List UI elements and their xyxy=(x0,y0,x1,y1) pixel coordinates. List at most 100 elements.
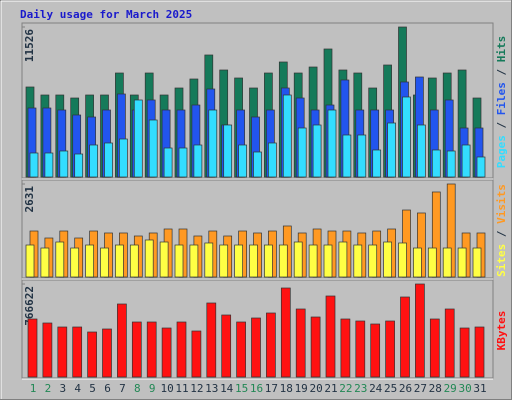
x-tick-label: 23 xyxy=(354,382,367,395)
bar xyxy=(131,321,142,378)
bar xyxy=(42,322,53,378)
bar xyxy=(312,124,322,178)
x-tick-label: 7 xyxy=(119,382,126,395)
bar xyxy=(444,308,455,378)
x-tick-label: 15 xyxy=(235,382,248,395)
bar xyxy=(427,247,437,278)
bar xyxy=(44,152,54,178)
bar xyxy=(104,142,113,178)
bar xyxy=(204,242,214,278)
bar xyxy=(459,327,470,378)
bar xyxy=(174,244,184,278)
legend-entry: Visits xyxy=(495,184,508,224)
bar xyxy=(189,244,199,278)
x-tick-label: 19 xyxy=(295,382,308,395)
x-tick-label: 29 xyxy=(444,382,457,395)
bar xyxy=(100,247,109,278)
bar xyxy=(191,330,202,378)
bar xyxy=(72,326,83,378)
bar xyxy=(55,241,65,278)
bar xyxy=(264,244,273,278)
bar xyxy=(278,244,288,278)
bar xyxy=(163,147,173,178)
bar xyxy=(223,124,233,178)
bar xyxy=(29,152,39,178)
bar xyxy=(59,150,69,178)
x-tick-label: 10 xyxy=(160,382,173,395)
bar xyxy=(310,316,321,378)
bar xyxy=(176,321,187,378)
legend-entry: Pages xyxy=(495,135,508,168)
bar xyxy=(74,153,84,178)
bar xyxy=(27,318,38,378)
y-tick-label: 2631 xyxy=(23,186,36,213)
bar xyxy=(268,142,277,178)
y-tick-label: 11526 xyxy=(23,29,36,62)
bar xyxy=(133,99,143,178)
bar xyxy=(70,247,80,278)
bar xyxy=(57,326,68,378)
bar xyxy=(129,244,139,278)
bar xyxy=(385,320,395,378)
bar xyxy=(159,241,169,278)
bar xyxy=(398,242,407,278)
bar xyxy=(383,241,392,278)
bar xyxy=(148,119,158,178)
bar xyxy=(193,144,203,178)
bar xyxy=(146,321,157,378)
legend: KBytes xyxy=(495,311,508,351)
x-tick-label: 6 xyxy=(104,382,111,395)
x-tick-label: 2 xyxy=(45,382,52,395)
bar xyxy=(219,244,229,278)
bar xyxy=(355,320,366,378)
x-tick-label: 21 xyxy=(324,382,337,395)
bar xyxy=(236,321,246,378)
bar xyxy=(357,134,367,178)
bar xyxy=(85,244,94,278)
bar xyxy=(251,317,261,378)
bar xyxy=(89,144,98,178)
legend-entry: Sites xyxy=(495,244,508,277)
bar xyxy=(446,150,456,178)
x-tick-label: 31 xyxy=(473,382,486,395)
bar xyxy=(402,96,411,178)
x-tick-label: 8 xyxy=(134,382,141,395)
legend-separator: / xyxy=(495,62,508,82)
bar xyxy=(238,144,247,178)
bar xyxy=(338,241,348,278)
x-tick-label: 5 xyxy=(89,382,96,395)
legend-entry: Hits xyxy=(495,36,508,63)
bar xyxy=(144,239,154,278)
x-tick-label: 27 xyxy=(414,382,427,395)
bar xyxy=(115,244,124,278)
bar xyxy=(40,247,50,278)
bar xyxy=(249,244,258,278)
bar xyxy=(325,295,336,378)
legend-separator: / xyxy=(495,115,508,135)
bar xyxy=(415,283,425,378)
x-tick-label: 20 xyxy=(309,382,322,395)
x-tick-label: 9 xyxy=(149,382,156,395)
x-tick-label: 26 xyxy=(399,382,412,395)
bar xyxy=(372,149,382,178)
bar xyxy=(87,331,97,378)
bar xyxy=(297,127,307,178)
bar xyxy=(400,296,410,378)
bar xyxy=(353,244,363,278)
bar xyxy=(308,244,318,278)
bar xyxy=(340,318,351,378)
legend: Sites / Visits xyxy=(495,184,508,277)
y-tick-label: 766622 xyxy=(23,286,36,326)
bar xyxy=(266,312,276,378)
bar xyxy=(280,287,291,378)
x-tick-label: 18 xyxy=(280,382,293,395)
legend: Pages / Files / Hits xyxy=(495,36,508,169)
bar xyxy=(429,318,440,378)
x-tick-label: 12 xyxy=(190,382,203,395)
x-tick-label: 30 xyxy=(458,382,471,395)
legend-separator: / xyxy=(495,224,508,244)
x-tick-label: 14 xyxy=(220,382,234,395)
bar xyxy=(295,308,306,378)
x-tick-label: 11 xyxy=(175,382,188,395)
